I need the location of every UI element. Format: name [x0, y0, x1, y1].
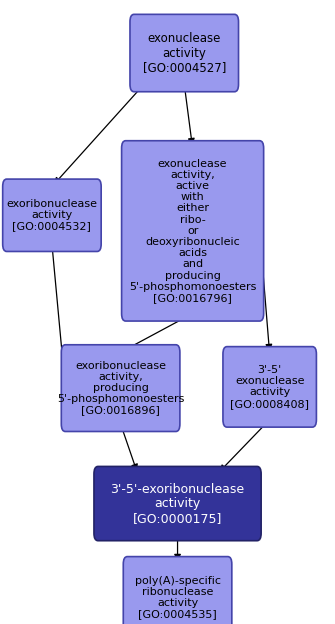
Text: exoribonuclease
activity
[GO:0004532]: exoribonuclease activity [GO:0004532]: [6, 199, 97, 232]
Text: poly(A)-specific
ribonuclease
activity
[GO:0004535]: poly(A)-specific ribonuclease activity […: [135, 576, 220, 620]
FancyBboxPatch shape: [3, 179, 101, 251]
Text: 3'-5'
exonuclease
activity
[GO:0008408]: 3'-5' exonuclease activity [GO:0008408]: [230, 365, 309, 409]
FancyBboxPatch shape: [61, 344, 180, 432]
Text: exoribonuclease
activity,
producing
5'-phosphomonoesters
[GO:0016896]: exoribonuclease activity, producing 5'-p…: [57, 361, 184, 416]
Text: exonuclease
activity
[GO:0004527]: exonuclease activity [GO:0004527]: [143, 32, 226, 74]
Text: exonuclease
activity,
active
with
either
ribo-
or
deoxyribonucleic
acids
and
pro: exonuclease activity, active with either…: [129, 158, 256, 303]
FancyBboxPatch shape: [122, 141, 264, 321]
Text: 3'-5'-exoribonuclease
activity
[GO:0000175]: 3'-5'-exoribonuclease activity [GO:00001…: [111, 482, 245, 525]
FancyBboxPatch shape: [130, 14, 239, 92]
FancyBboxPatch shape: [94, 467, 261, 540]
FancyBboxPatch shape: [223, 347, 317, 427]
FancyBboxPatch shape: [123, 557, 232, 624]
